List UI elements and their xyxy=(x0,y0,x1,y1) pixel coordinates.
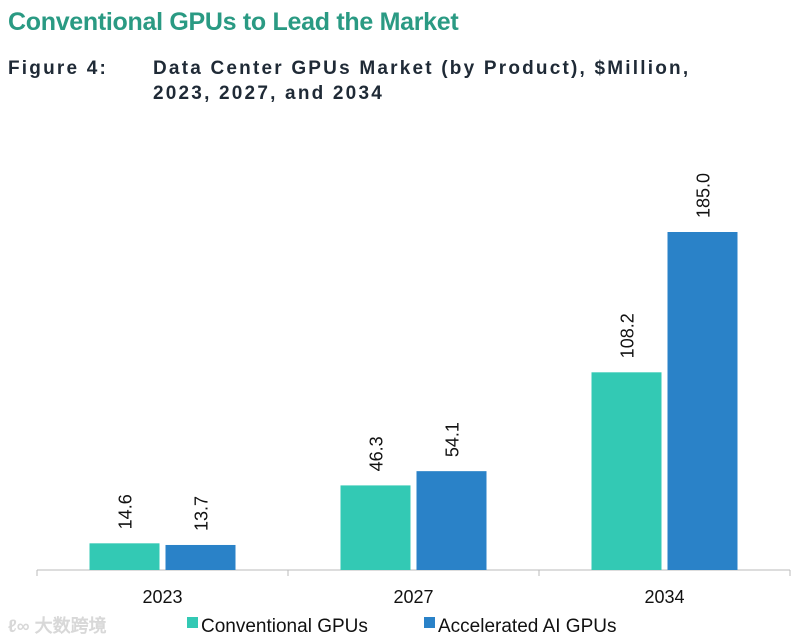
legend-label: Conventional GPUs xyxy=(201,616,368,637)
bar-accelerated-ai-gpus xyxy=(165,544,236,570)
data-label: 46.3 xyxy=(367,436,387,471)
x-tick-label: 2023 xyxy=(142,587,182,607)
figure-title-line1: Data Center GPUs Market (by Product), $M… xyxy=(153,58,691,79)
data-label: 14.6 xyxy=(116,494,136,529)
bar-conventional-gpus xyxy=(89,543,160,570)
data-label: 185.0 xyxy=(694,173,714,218)
data-label: 13.7 xyxy=(192,496,212,531)
bar-conventional-gpus xyxy=(340,485,411,570)
bar-conventional-gpus xyxy=(591,372,662,570)
figure-title-line2: 2023, 2027, and 2034 xyxy=(153,83,384,104)
x-tick-label: 2034 xyxy=(644,587,684,607)
legend-swatch xyxy=(424,617,435,628)
data-label: 108.2 xyxy=(618,313,638,358)
legend-label: Accelerated AI GPUs xyxy=(438,616,616,637)
x-tick-label: 2027 xyxy=(393,587,433,607)
legend-swatch xyxy=(187,617,198,628)
figure-label: Figure 4: xyxy=(8,58,109,79)
data-label: 54.1 xyxy=(443,422,463,457)
heading: Conventional GPUs to Lead the Market xyxy=(8,8,459,36)
bar-accelerated-ai-gpus xyxy=(416,471,487,570)
bar-accelerated-ai-gpus xyxy=(667,232,738,570)
watermark-logo: ℓ∞ 大数跨境 xyxy=(8,616,107,636)
